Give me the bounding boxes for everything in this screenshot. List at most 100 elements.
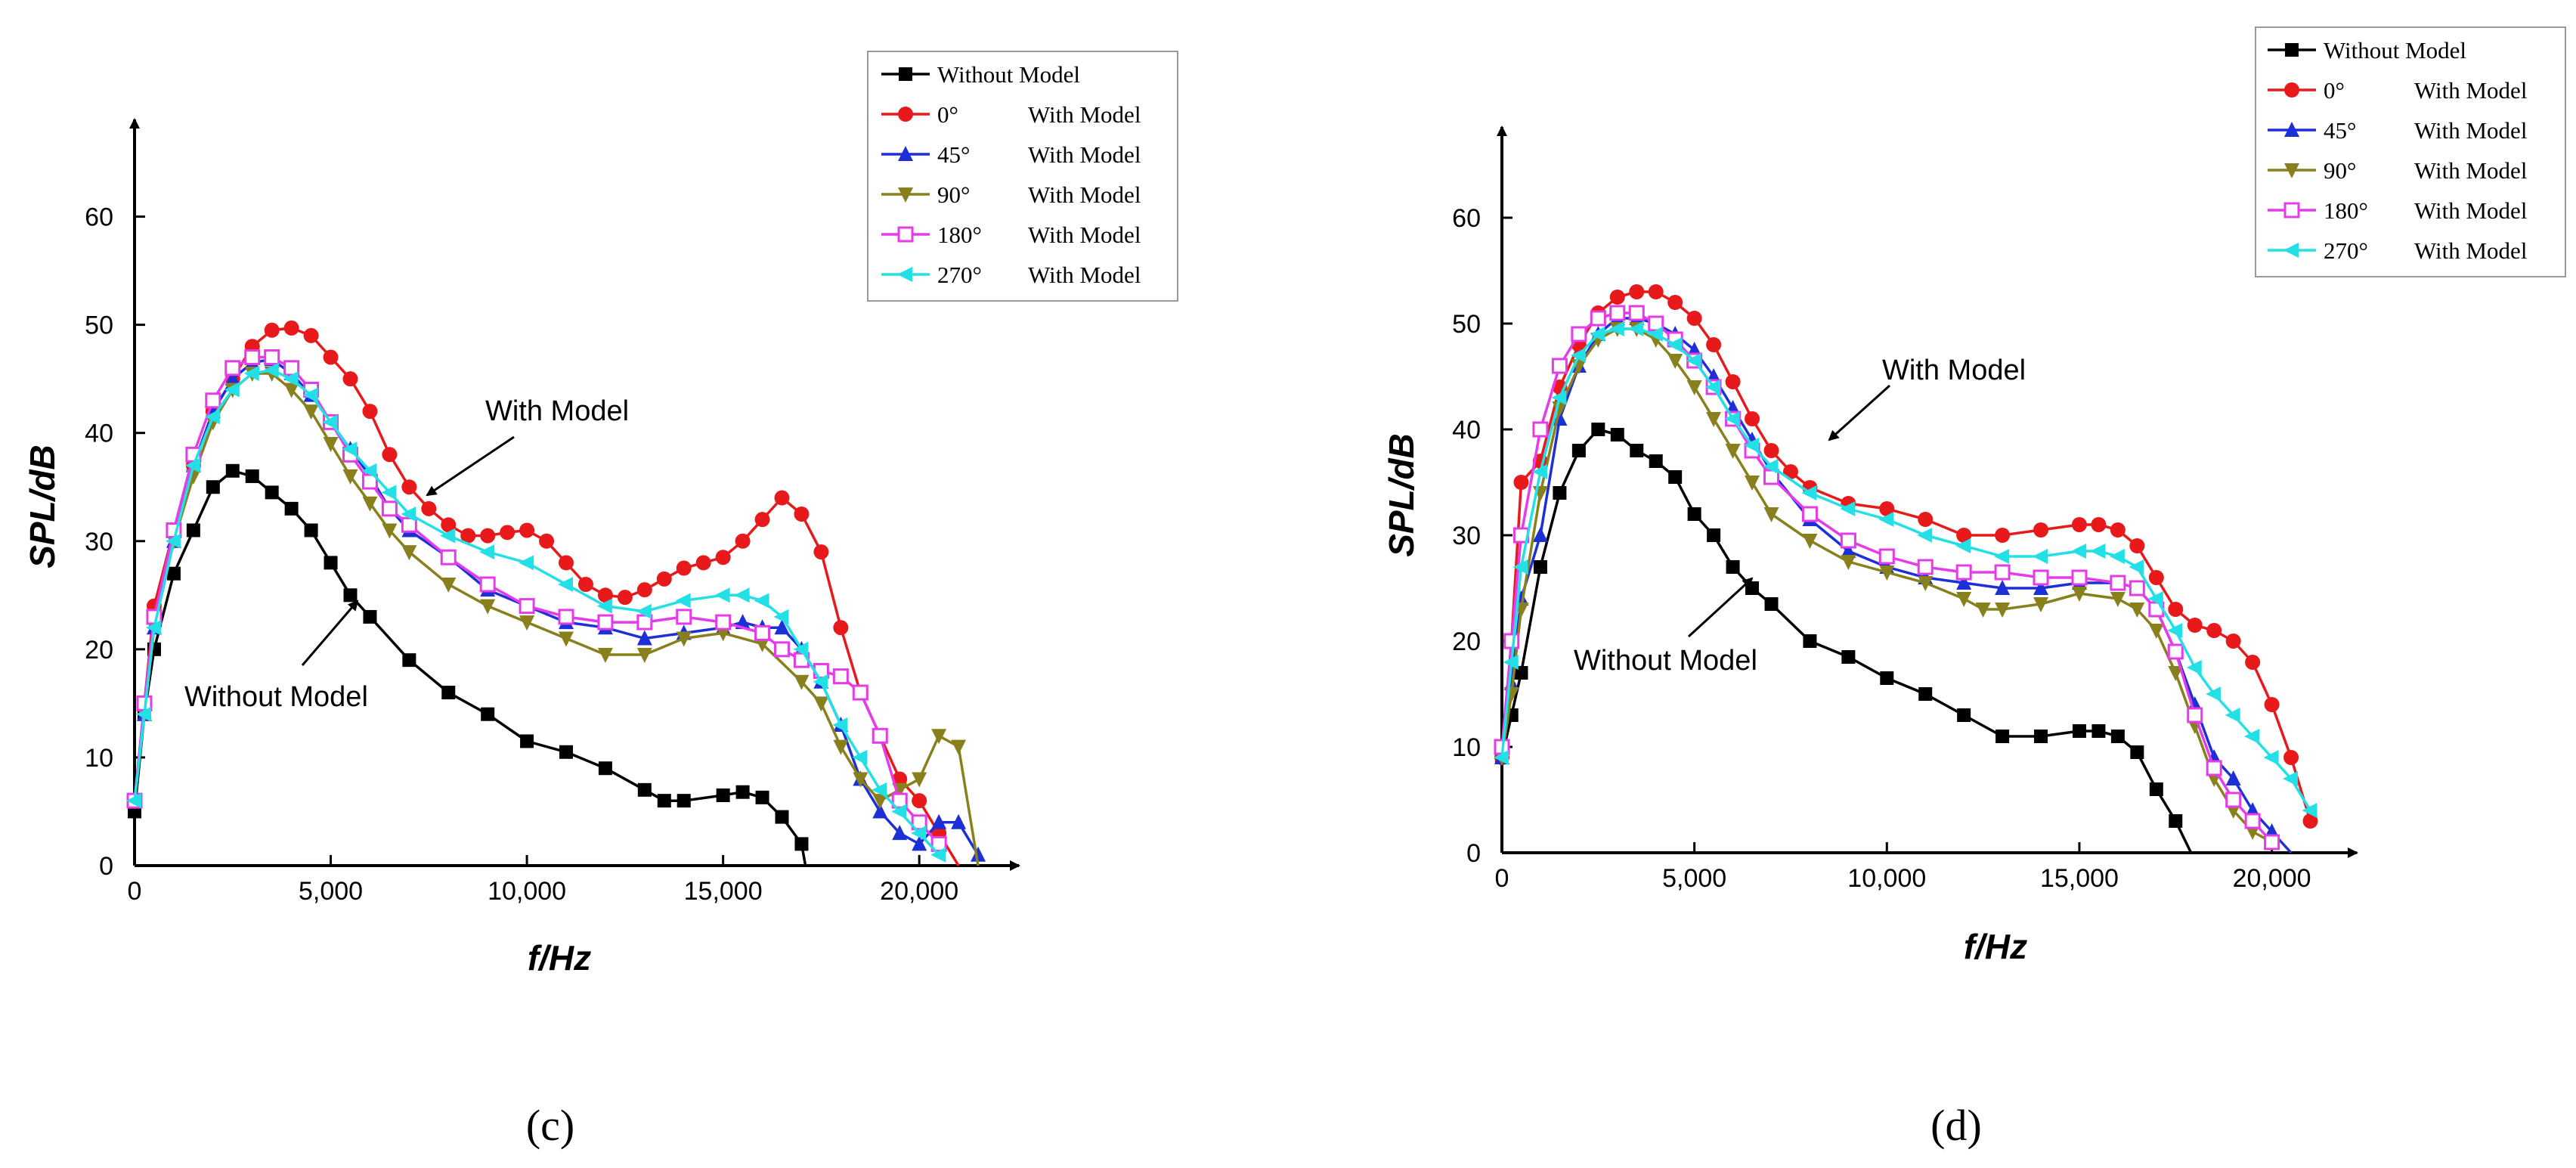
data-point-deg45-c: [951, 813, 967, 829]
data-point-deg45-c: [971, 846, 986, 862]
data-point-deg270-c: [754, 593, 769, 609]
data-point-without-c: [324, 556, 338, 570]
legend-angle-deg0-d: 0°: [2324, 77, 2345, 104]
data-point-deg270-c: [302, 387, 318, 403]
data-point-deg180-d: [1628, 305, 1645, 321]
data-point-deg0-c: [539, 533, 555, 549]
data-point-deg270-d: [2167, 623, 2183, 638]
data-point-deg0-c: [519, 522, 535, 538]
data-point-without-c: [186, 523, 200, 538]
series-without-c: [128, 463, 809, 866]
data-point-deg0-d: [2245, 655, 2261, 670]
data-point-deg90-c: [382, 523, 398, 539]
data-point-deg180-c: [519, 598, 535, 615]
data-point-deg90-c: [813, 696, 829, 712]
data-point-deg90-d: [1975, 603, 1991, 618]
chart-panel-d: 0 5,000 10,000 15,000 20,000 0 10 20 30 40 50 60 f/…: [1382, 26, 2566, 1150]
panel-label-c: (c): [526, 1101, 574, 1150]
legend-marker-deg270-c: [897, 267, 912, 282]
data-point-deg90-d: [2071, 587, 2087, 602]
data-point-deg0-c: [754, 512, 770, 528]
data-point-deg180-d: [1503, 633, 1520, 649]
legend-angle-deg45-c: 45°: [937, 141, 970, 168]
data-point-without-d: [1880, 671, 1894, 685]
data-point-deg270-d: [1744, 438, 1760, 453]
data-point-deg180-c: [774, 641, 790, 658]
data-point-without-d: [2169, 814, 2183, 828]
data-point-deg90-c: [951, 739, 967, 755]
data-point-deg180-d: [2206, 760, 2222, 776]
data-point-without-d: [2072, 724, 2086, 738]
data-point-deg45-d: [1841, 543, 1856, 558]
data-point-deg90-c: [872, 794, 888, 810]
data-point-deg180-c: [597, 614, 614, 630]
legend-marker-deg90-c: [898, 187, 913, 203]
series-line-deg270-d: [1500, 327, 2311, 811]
x-tick-label-c: 10,000: [488, 877, 566, 906]
data-point-deg0-c: [264, 322, 280, 338]
data-point-deg0-d: [1879, 501, 1895, 516]
data-point-deg180-c: [676, 609, 692, 625]
data-point-deg0-c: [362, 404, 378, 420]
data-point-deg270-c: [204, 409, 220, 425]
data-point-deg180-d: [2071, 569, 2088, 586]
annotation-arrow-without-model-d: [1687, 577, 1754, 638]
data-point-without-c: [716, 788, 730, 802]
data-point-deg180-d: [2110, 575, 2126, 591]
data-point-deg180-d: [2244, 813, 2261, 829]
data-point-without-d: [1957, 708, 1971, 722]
data-point-deg0-c: [283, 320, 299, 336]
data-point-deg180-d: [2225, 792, 2242, 808]
data-point-deg180-c: [224, 360, 241, 376]
data-point-without-c: [343, 588, 358, 603]
data-point-deg270-d: [1667, 337, 1683, 352]
data-point-deg270-c: [243, 366, 259, 381]
data-point-deg0-d: [1745, 411, 1760, 426]
data-point-without-d: [1553, 486, 1567, 500]
data-point-deg90-c: [323, 437, 339, 452]
y-tick-label-d: 0: [1466, 839, 1481, 868]
data-point-deg90-c: [853, 772, 868, 788]
data-point-deg270-d: [2033, 549, 2048, 564]
data-point-deg180-d: [2187, 707, 2203, 723]
series-line-deg180-c: [133, 355, 940, 845]
data-point-deg270-c: [911, 826, 927, 841]
data-point-deg90-d: [2168, 666, 2184, 681]
data-point-without-c: [245, 469, 259, 483]
data-point-deg270-c: [126, 793, 141, 809]
data-point-without-c: [775, 810, 789, 824]
data-point-deg180-d: [1994, 564, 2011, 581]
data-point-deg180-d: [1590, 310, 1606, 327]
legend-d: Without Model 0° With Model 45° With Model 90…: [2255, 26, 2566, 277]
data-point-deg90-d: [1706, 412, 1722, 427]
data-point-deg270-c: [381, 485, 397, 500]
data-point-deg0-c: [735, 533, 751, 549]
data-point-deg270-d: [2090, 544, 2106, 559]
annotation-with-model-c: With Model: [485, 395, 629, 427]
data-point-deg90-d: [1802, 534, 1818, 549]
data-point-deg270-c: [479, 544, 495, 560]
data-point-deg0-c: [500, 525, 516, 541]
data-point-deg180-d: [2264, 834, 2280, 850]
data-point-without-d: [1841, 650, 1856, 664]
data-point-deg270-d: [1686, 353, 1701, 368]
data-point-deg90-d: [1918, 576, 1934, 591]
annotation-with-model-d: With Model: [1882, 355, 2026, 386]
data-point-without-c: [166, 566, 181, 581]
data-point-deg90-d: [1956, 592, 1972, 607]
data-point-deg90-c: [931, 729, 947, 745]
data-point-deg270-c: [832, 717, 848, 733]
data-point-without-d: [1726, 560, 1740, 574]
data-point-deg180-d: [1551, 358, 1568, 374]
data-point-deg270-d: [1955, 538, 1971, 553]
data-point-deg270-c: [135, 706, 151, 722]
data-point-deg0-d: [1648, 284, 1664, 299]
data-point-deg90-d: [1725, 444, 1741, 459]
data-point-deg180-d: [1878, 548, 1895, 565]
data-point-deg270-d: [2186, 660, 2202, 675]
legend-angle-deg0-c: 0°: [937, 101, 958, 128]
data-point-deg270-c: [675, 593, 691, 609]
data-point-deg0-c: [597, 587, 613, 603]
legend-model-deg270-d: With Model: [2414, 237, 2527, 264]
legend-marker-deg270-d: [2283, 243, 2299, 258]
